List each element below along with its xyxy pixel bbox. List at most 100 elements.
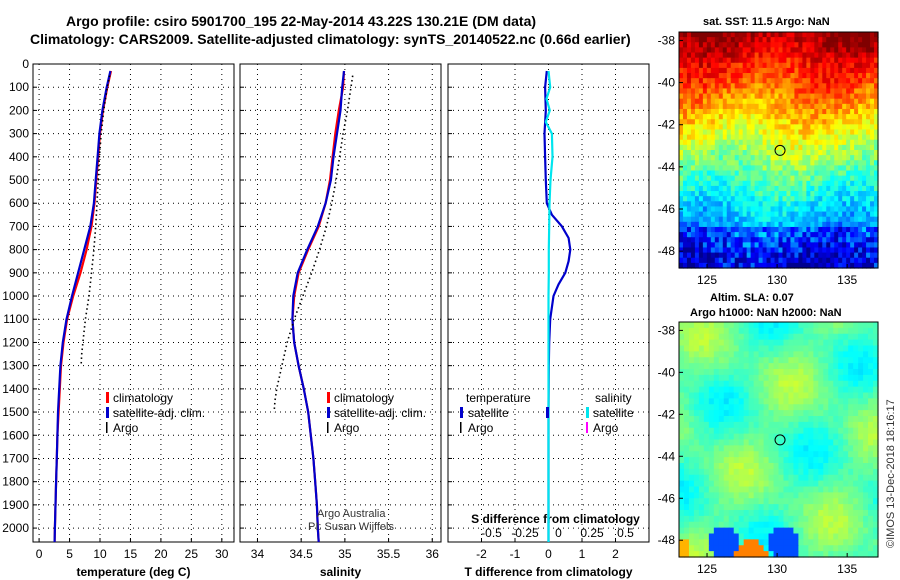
- map-cell: [682, 201, 688, 208]
- map-cell: [754, 32, 760, 38]
- map-cell: [718, 551, 725, 558]
- map-cell: [810, 83, 815, 90]
- map-cell: [690, 201, 696, 208]
- map-cell: [774, 211, 780, 218]
- map-cell: [834, 139, 839, 146]
- map-cell: [734, 201, 740, 208]
- map-cell: [858, 211, 863, 218]
- map-cell: [786, 170, 792, 177]
- map-cell: [866, 237, 871, 243]
- map-cell: [742, 73, 748, 79]
- map-cell: [822, 185, 827, 192]
- map-cell: [858, 232, 863, 238]
- map-cell: [723, 480, 730, 488]
- map-cell: [830, 221, 835, 228]
- map-cell: [748, 416, 755, 423]
- map-cell: [734, 37, 740, 43]
- map-cell: [814, 139, 819, 146]
- map-cell: [762, 119, 768, 125]
- map-cell: [774, 226, 780, 233]
- map-cell: [738, 93, 744, 100]
- map-cell: [686, 78, 692, 84]
- map-cell: [828, 410, 834, 417]
- map-cell: [753, 327, 760, 335]
- map-cell: [794, 155, 799, 161]
- map-cell: [823, 398, 829, 405]
- map-cell: [818, 88, 823, 95]
- map-cell: [853, 363, 859, 370]
- map-cell: [686, 237, 692, 243]
- map-cell: [823, 404, 829, 411]
- map-cell: [866, 108, 871, 115]
- map-cell: [754, 57, 760, 64]
- map-cell: [694, 221, 700, 228]
- map-cell: [823, 533, 829, 540]
- map-cell: [694, 78, 700, 84]
- map-cell: [718, 155, 724, 161]
- map-cell: [763, 404, 770, 411]
- map-cell: [874, 42, 879, 48]
- map-cell: [746, 165, 752, 172]
- map-cell: [786, 252, 792, 259]
- map-cell: [786, 103, 792, 110]
- map-cell: [743, 433, 750, 441]
- map-cell: [693, 539, 700, 546]
- map-cell: [688, 498, 695, 505]
- map-cell: [868, 457, 874, 464]
- map-cell: [703, 333, 710, 341]
- map-cell: [698, 363, 705, 370]
- map-cell: [838, 257, 843, 264]
- map-cell: [714, 242, 720, 249]
- map-cell: [783, 392, 790, 399]
- map-cell: [868, 421, 874, 429]
- map-cell: [679, 363, 685, 370]
- map-cell: [788, 445, 795, 452]
- map-cell: [679, 226, 684, 233]
- map-cell: [742, 247, 748, 254]
- y-tick-label: 900: [9, 266, 29, 280]
- map-cell: [783, 416, 790, 423]
- map-cell: [762, 139, 768, 146]
- map-cell: [710, 160, 716, 166]
- map-cell: [833, 480, 839, 488]
- map-cell: [814, 32, 819, 38]
- map-cell: [722, 150, 728, 156]
- map-cell: [698, 492, 705, 499]
- map-cell: [706, 139, 712, 146]
- map-cell: [803, 416, 809, 423]
- map-cell: [783, 386, 790, 394]
- map-cell: [743, 398, 750, 405]
- map-cell: [846, 129, 851, 136]
- map-cell: [843, 457, 849, 464]
- map-cell: [718, 78, 724, 84]
- map-cell: [826, 119, 831, 125]
- map-cell: [748, 521, 755, 529]
- map-cell: [770, 237, 776, 243]
- map-cell: [718, 327, 725, 335]
- map-cell: [778, 160, 784, 166]
- map-cell: [838, 155, 843, 161]
- map-cell: [826, 150, 831, 156]
- map-cell: [694, 98, 700, 105]
- map-cell: [733, 545, 740, 552]
- map-cell: [778, 242, 784, 249]
- map-cell: [758, 103, 764, 110]
- map-cell: [738, 150, 744, 156]
- map-cell: [713, 492, 720, 499]
- map-cell: [870, 108, 875, 115]
- map-cell: [706, 98, 712, 105]
- map-cell: [814, 206, 819, 213]
- map-cell: [870, 155, 875, 161]
- map-cell: [854, 134, 859, 141]
- map-cell: [679, 398, 685, 405]
- map-cell: [863, 463, 869, 470]
- map-cell: [806, 257, 811, 264]
- map-cell: [803, 486, 809, 493]
- map-cell: [773, 427, 780, 435]
- map-cell: [738, 83, 744, 90]
- map-cell: [679, 510, 685, 517]
- map-cell: [798, 175, 803, 182]
- map-cell: [846, 262, 851, 269]
- map-cell: [806, 139, 811, 146]
- map-cell: [790, 88, 796, 95]
